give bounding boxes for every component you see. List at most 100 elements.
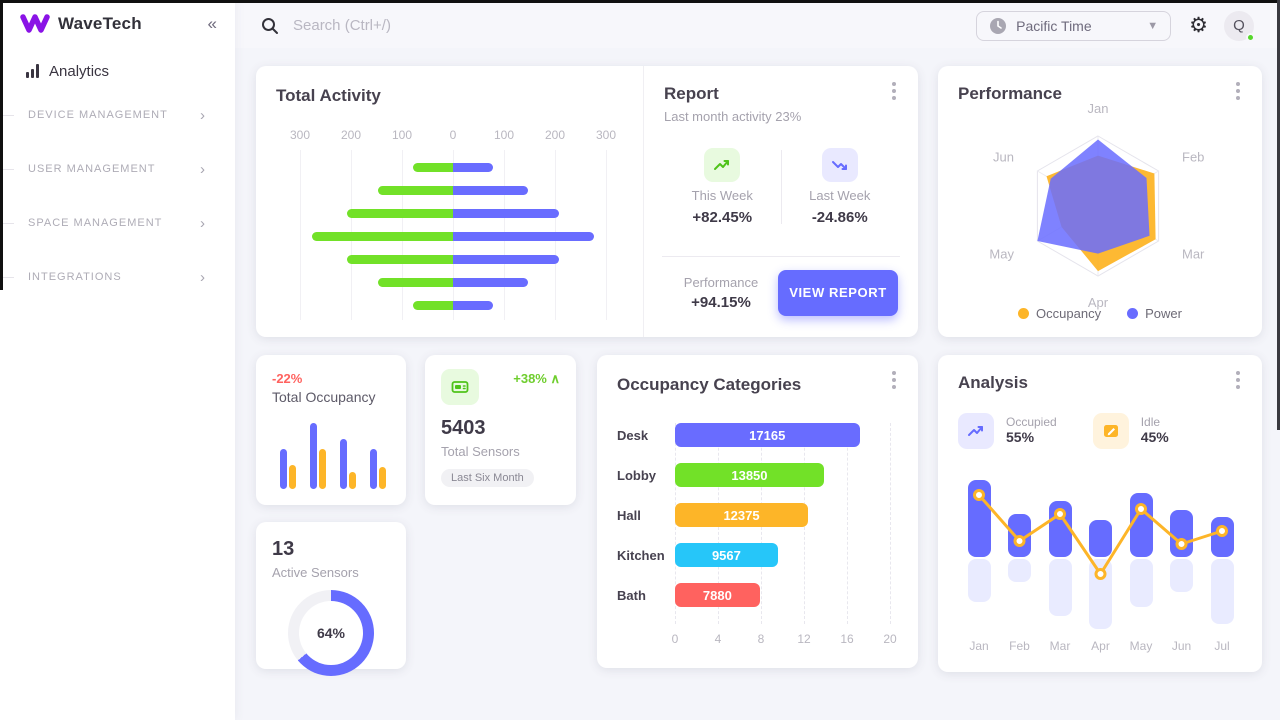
kebab-menu-icon[interactable]: [886, 371, 902, 389]
total-sensors-card: +38% ∧ 5403 Total Sensors Last Six Month: [425, 355, 576, 505]
category-bar: 17165: [675, 423, 860, 447]
kebab-menu-icon[interactable]: [886, 82, 902, 100]
active-sensors-value: 13: [272, 538, 295, 560]
clock-icon: [990, 17, 1007, 34]
line-point: [1013, 535, 1026, 547]
avatar[interactable]: Q: [1224, 10, 1255, 42]
activity-bar-row: [276, 248, 636, 271]
card-divider: [643, 66, 644, 337]
occupancy-bar-group: [310, 423, 326, 489]
analysis-month-label: Jun: [1171, 639, 1192, 653]
category-label: Desk: [617, 427, 649, 443]
sidebar-collapse-icon[interactable]: «: [207, 14, 217, 33]
category-bar: 9567: [675, 543, 778, 567]
occupancy-categories-card: Occupancy Categories Desk 17165 Lobby 13850…: [597, 355, 918, 668]
sidebar-section-integrations[interactable]: INTEGRATIONS ›: [0, 250, 235, 304]
category-row: Desk 17165: [617, 423, 890, 447]
sidebar-section-user-management[interactable]: USER MANAGEMENT ›: [0, 142, 235, 196]
online-status-dot: [1246, 32, 1255, 42]
trend-up-icon: [958, 413, 994, 449]
activity-bar-row: [276, 179, 636, 202]
active-sensors-label: Active Sensors: [272, 565, 359, 580]
kebab-menu-icon[interactable]: [1230, 371, 1246, 389]
activity-axis-tick: 100: [391, 128, 413, 142]
sensors-label: Total Sensors: [441, 444, 520, 459]
category-bar: 13850: [675, 463, 824, 487]
category-bar-track: 7880: [675, 583, 890, 607]
occupancy-bar-warning: [379, 467, 386, 489]
analysis-month-label: Apr: [1091, 639, 1110, 653]
chevron-right-icon: ›: [200, 160, 205, 178]
occupancy-delta: -22%: [272, 371, 303, 386]
activity-axis-tick: 100: [493, 128, 515, 142]
category-bar-value: 12375: [723, 507, 760, 523]
edit-box-icon: [1092, 413, 1129, 449]
timezone-select[interactable]: Pacific Time ▼: [976, 10, 1172, 41]
occupancy-label: Total Occupancy: [272, 389, 376, 405]
occupancy-bar-group: [280, 449, 296, 489]
activity-bar-left: [412, 301, 453, 310]
performance-label: Performance: [683, 275, 759, 290]
category-axis-tick: 16: [840, 632, 854, 646]
occupancy-bar-primary: [310, 423, 317, 489]
report-title: Report: [664, 84, 719, 103]
total-activity-pane: Total Activity 300 200 100 0 100 200 300: [256, 66, 643, 337]
total-occupancy-card: -22% Total Occupancy: [256, 355, 406, 505]
stat-label: This Week: [691, 188, 753, 203]
stat-value: 45%: [1140, 429, 1169, 445]
avatar-initial: Q: [1233, 17, 1245, 34]
category-bar: 7880: [675, 583, 760, 607]
occupancy-categories-title: Occupancy Categories: [617, 375, 802, 394]
analysis-card: Analysis Occupied 55% Idle 45% Jan Feb Mar…: [938, 355, 1262, 672]
legend-label: Occupancy: [1036, 306, 1102, 321]
chevron-right-icon: ›: [200, 106, 205, 124]
brand[interactable]: WaveTech «: [0, 0, 235, 48]
category-axis-tick: 20: [883, 632, 897, 646]
occupancy-bar-primary: [340, 439, 347, 489]
stat-value: -24.86%: [811, 209, 868, 226]
sidebar-section-device-management[interactable]: DEVICE MANAGEMENT ›: [0, 88, 235, 142]
search-input[interactable]: [293, 17, 593, 34]
report-subtitle: Last month activity 23%: [664, 109, 802, 124]
radar-legend: Occupancy Power: [938, 306, 1262, 321]
analysis-bar-light: [1048, 559, 1072, 616]
gear-icon[interactable]: ⚙: [1189, 14, 1208, 37]
total-activity-report-card: Total Activity 300 200 100 0 100 200 300 Repor…: [256, 66, 918, 337]
legend-power: Power: [1127, 306, 1182, 321]
wavetech-logo-icon: [20, 14, 50, 33]
sidebar-item-analytics[interactable]: Analytics: [0, 54, 235, 88]
category-row: Kitchen 9567: [617, 543, 890, 567]
activity-bar-right: [453, 301, 494, 310]
performance-title: Performance: [958, 84, 1062, 103]
activity-gridline: [606, 150, 607, 320]
sidebar-section-space-management[interactable]: SPACE MANAGEMENT ›: [0, 196, 235, 250]
category-row: Bath 7880: [617, 583, 890, 607]
sensors-delta: +38% ∧: [513, 371, 560, 386]
activity-axis-tick: 300: [595, 128, 617, 142]
occupancy-bar-warning: [349, 472, 356, 489]
report-pane: Report Last month activity 23% This Week…: [644, 66, 918, 337]
view-report-button[interactable]: VIEW REPORT: [778, 270, 898, 316]
svg-text:Mar: Mar: [1182, 247, 1205, 262]
category-row: Lobby 13850: [617, 463, 890, 487]
category-axis-tick: 4: [714, 632, 722, 646]
kebab-menu-icon[interactable]: [1230, 82, 1246, 100]
scrollbar-thumb[interactable]: [1277, 0, 1280, 430]
chevron-down-icon: ▼: [1147, 19, 1159, 32]
svg-text:Jun: Jun: [993, 150, 1014, 165]
stat-label: Last Week: [809, 188, 871, 203]
activity-axis-tick: 200: [544, 128, 566, 142]
stat-label: Idle: [1140, 415, 1161, 429]
activity-bar-right: [453, 255, 559, 264]
occupancy-bar-primary: [370, 449, 377, 489]
active-sensors-donut-chart: 64%: [288, 590, 374, 676]
activity-bar-row: [276, 294, 636, 317]
analysis-bar-light: [967, 559, 991, 602]
analysis-bar-solid: [967, 480, 991, 557]
activity-bar-left: [347, 255, 453, 264]
category-bar-value: 9567: [711, 547, 741, 563]
performance-value: +94.15%: [691, 294, 751, 311]
analysis-bar-light: [1129, 559, 1153, 607]
search-icon[interactable]: [261, 17, 279, 35]
period-badge: Last Six Month: [441, 469, 534, 487]
